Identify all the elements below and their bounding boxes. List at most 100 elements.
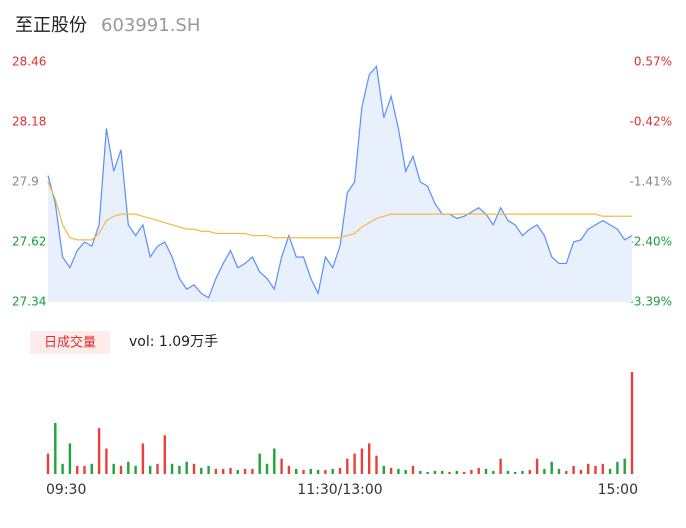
volume-bar bbox=[338, 467, 342, 474]
volume-bar bbox=[251, 468, 254, 474]
volume-bar bbox=[572, 465, 575, 474]
volume-bar bbox=[83, 465, 86, 474]
volume-bar bbox=[105, 448, 108, 474]
volume-bar bbox=[448, 471, 451, 474]
volume-bar bbox=[178, 465, 181, 474]
volume-legend-box bbox=[30, 331, 110, 354]
volume-bar bbox=[455, 470, 458, 474]
volume-bar bbox=[258, 453, 261, 474]
volume-bar bbox=[441, 470, 444, 474]
volume-bar bbox=[287, 465, 291, 474]
volume-bar bbox=[273, 448, 276, 474]
volume-bar bbox=[397, 468, 400, 474]
volume-bar bbox=[214, 468, 218, 474]
volume-bar bbox=[514, 471, 517, 474]
volume-bar bbox=[419, 470, 422, 474]
volume-bar bbox=[587, 463, 590, 474]
volume-bar bbox=[375, 455, 378, 474]
average-line bbox=[47, 181, 632, 241]
x-tick-label: 11:30/13:00 bbox=[297, 482, 382, 498]
volume-bar bbox=[185, 461, 188, 474]
volume-bar bbox=[521, 470, 524, 474]
volume-bar bbox=[295, 468, 298, 474]
volume-bar bbox=[134, 465, 137, 474]
volume-bar bbox=[368, 443, 371, 474]
volume-bar bbox=[594, 465, 597, 474]
volume-bar bbox=[192, 463, 196, 474]
volume-bar bbox=[630, 372, 634, 474]
volume-bar bbox=[54, 423, 57, 474]
volume-bar bbox=[243, 468, 247, 474]
volume-bar bbox=[236, 469, 239, 474]
volume-bar bbox=[90, 463, 93, 474]
stock-code: 603991.SH bbox=[101, 15, 200, 36]
volume-bar bbox=[127, 461, 130, 474]
volume-bar bbox=[163, 435, 166, 474]
volume-bar bbox=[265, 463, 269, 474]
volume-bar bbox=[68, 443, 72, 474]
volume-bar bbox=[426, 471, 429, 474]
volume-bar bbox=[207, 465, 210, 474]
volume-bar bbox=[492, 470, 495, 474]
volume-bar bbox=[331, 468, 334, 474]
volume-bar bbox=[316, 469, 320, 474]
volume-bar bbox=[535, 458, 539, 474]
y2-tick-label: -1.41% bbox=[630, 175, 672, 189]
volume-annotation: vol: 1.09万手 bbox=[129, 334, 218, 350]
volume-bar bbox=[557, 468, 561, 474]
volume-bar bbox=[360, 448, 364, 474]
volume-bar bbox=[156, 463, 159, 474]
chart-title: 至正股份 bbox=[15, 15, 87, 36]
volume-bar bbox=[302, 469, 305, 474]
volume-bar bbox=[484, 468, 488, 474]
y-tick-label: 28.18 bbox=[12, 115, 46, 129]
volume-bar bbox=[499, 458, 502, 474]
volume-bar bbox=[506, 470, 510, 474]
y-tick-label: 27.9 bbox=[12, 175, 39, 189]
volume-bar bbox=[119, 465, 123, 474]
volume-bar bbox=[623, 458, 626, 474]
volume-bar bbox=[477, 467, 480, 474]
volume-bar bbox=[200, 467, 203, 474]
volume-bar bbox=[404, 469, 407, 474]
volume-bar bbox=[97, 428, 101, 474]
volume-bar bbox=[601, 463, 604, 474]
y-tick-label: 27.34 bbox=[12, 295, 46, 309]
volume-bar bbox=[353, 453, 356, 474]
volume-bar bbox=[76, 465, 79, 474]
volume-bar bbox=[324, 469, 327, 474]
y2-tick-label: -2.40% bbox=[630, 235, 672, 249]
x-tick-label: 15:00 bbox=[598, 482, 638, 498]
volume-bar bbox=[382, 465, 385, 474]
volume-bar bbox=[229, 467, 232, 474]
volume-bar bbox=[565, 470, 568, 474]
volume-bar bbox=[149, 465, 152, 474]
volume-bar bbox=[389, 467, 393, 474]
volume-bar bbox=[346, 458, 349, 474]
price-area bbox=[48, 66, 632, 303]
y2-tick-label: -0.42% bbox=[630, 115, 672, 129]
y2-tick-label: -3.39% bbox=[630, 295, 672, 309]
y-tick-label: 28.46 bbox=[12, 55, 46, 69]
volume-bar bbox=[61, 463, 64, 474]
volume-bar bbox=[579, 469, 583, 474]
volume-bar bbox=[550, 461, 553, 474]
volume-bar bbox=[222, 468, 225, 474]
volume-bar bbox=[616, 461, 619, 474]
volume-bar bbox=[280, 458, 283, 474]
volume-bar bbox=[433, 470, 437, 474]
volume-legend: 日成交量 bbox=[44, 335, 96, 351]
volume-bar bbox=[112, 463, 115, 474]
volume-bar bbox=[470, 469, 473, 474]
volume-bar bbox=[170, 463, 174, 474]
volume-bar bbox=[462, 471, 466, 474]
volume-bar bbox=[309, 468, 312, 474]
x-tick-label: 09:30 bbox=[46, 482, 86, 498]
volume-bar bbox=[46, 453, 50, 474]
y2-tick-label: 0.57% bbox=[634, 55, 672, 69]
y-tick-label: 27.62 bbox=[12, 235, 46, 249]
volume-bar bbox=[141, 443, 145, 474]
volume-bar bbox=[543, 468, 546, 474]
volume-bar bbox=[411, 465, 415, 474]
